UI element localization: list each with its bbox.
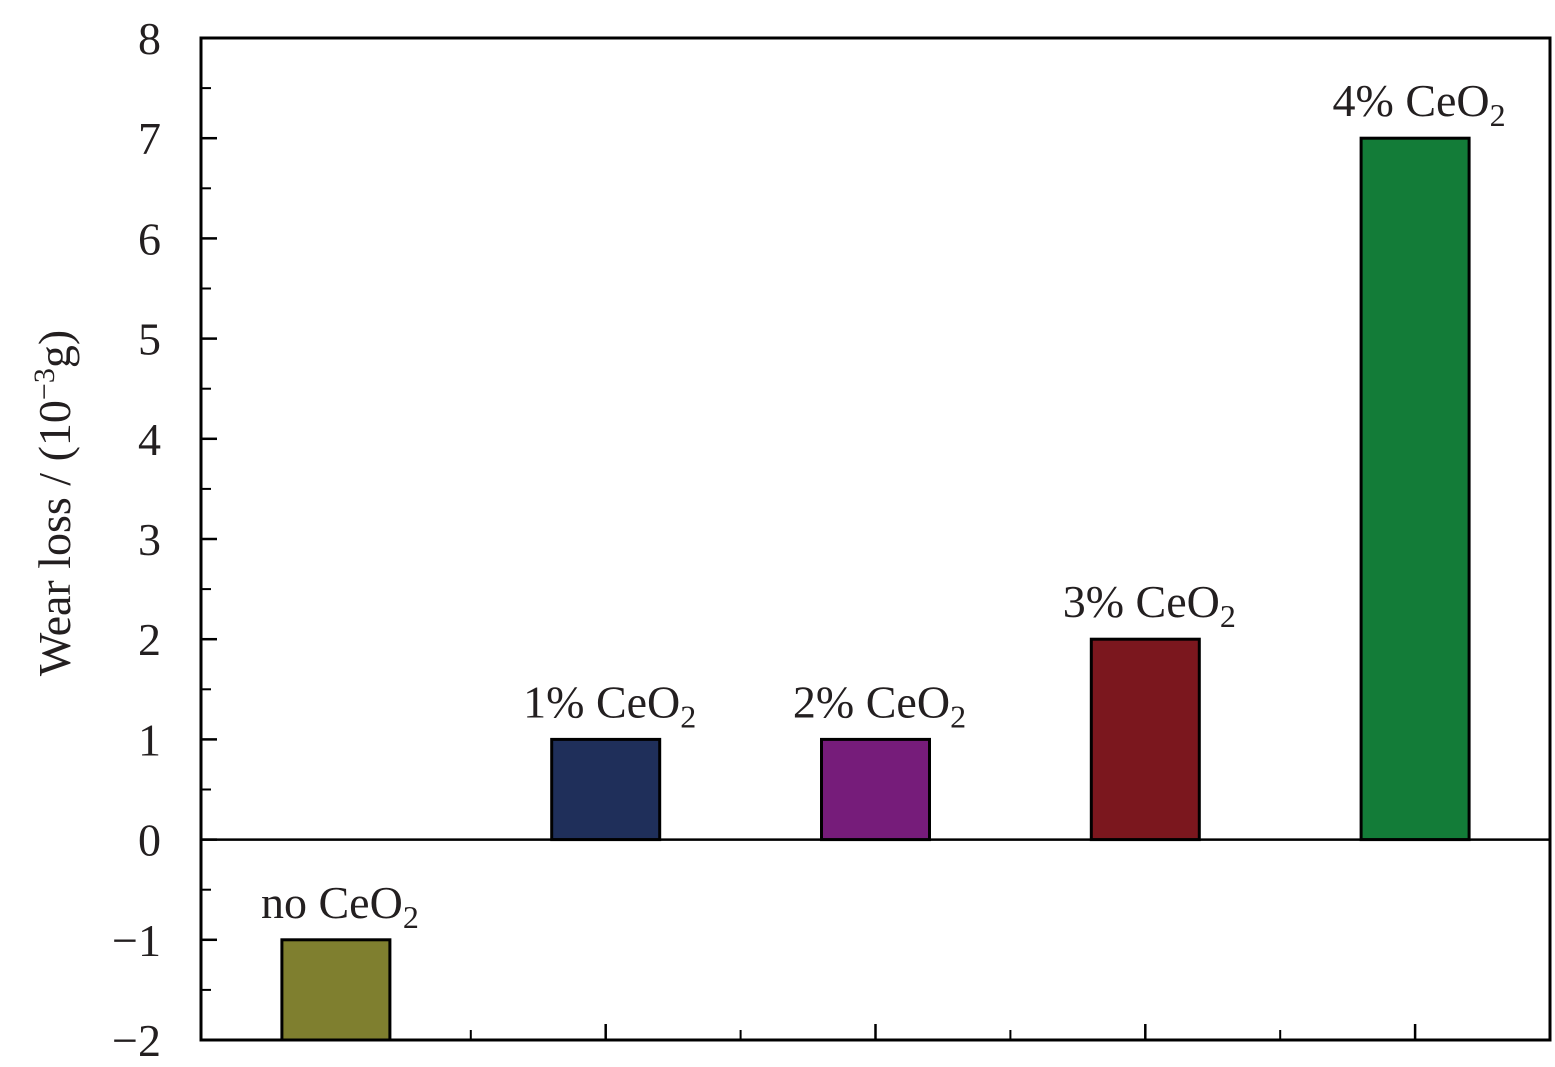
bar-label: no CeO2 (261, 877, 419, 935)
y-tick-label: −2 (112, 1015, 161, 1066)
plot-frame (199, 36, 1552, 1042)
x-ticks (334, 1024, 1417, 1040)
y-tick-label: 7 (138, 113, 161, 164)
y-tick-label: 4 (138, 414, 161, 465)
y-tick-label: 0 (138, 815, 161, 866)
y-axis-title: Wear loss / (10−3g) (28, 330, 80, 676)
bars (280, 136, 1471, 1042)
bar-label: 2% CeO2 (793, 676, 966, 734)
y-tick-label: 6 (138, 213, 161, 264)
y-tick-label: 2 (138, 614, 161, 665)
y-tick-label: −1 (112, 915, 161, 966)
bar-label: 4% CeO2 (1333, 75, 1506, 133)
bar (1089, 637, 1201, 842)
bar-label: 3% CeO2 (1063, 576, 1236, 634)
y-axis-title-exponent: −3 (28, 368, 61, 400)
bar (550, 737, 662, 842)
y-tick-label: 5 (138, 314, 161, 365)
y-tick-label: 1 (138, 714, 161, 765)
bar (280, 938, 392, 1042)
bar (820, 737, 931, 842)
y-axis-title-main: Wear loss / (10 (29, 400, 80, 676)
y-minor-ticks (201, 87, 211, 991)
y-axis-title-unit: g) (29, 330, 80, 368)
y-tick-label: 3 (138, 514, 161, 565)
bar-label: 1% CeO2 (523, 676, 696, 734)
bar-labels: no CeO2 1% CeO2 2% CeO2 3% CeO2 4% CeO2 (261, 75, 1506, 935)
y-tick-labels: −2 −1 0 1 2 3 4 5 6 7 8 (112, 13, 161, 1066)
y-tick-label: 8 (138, 13, 161, 64)
bar (1359, 136, 1471, 842)
